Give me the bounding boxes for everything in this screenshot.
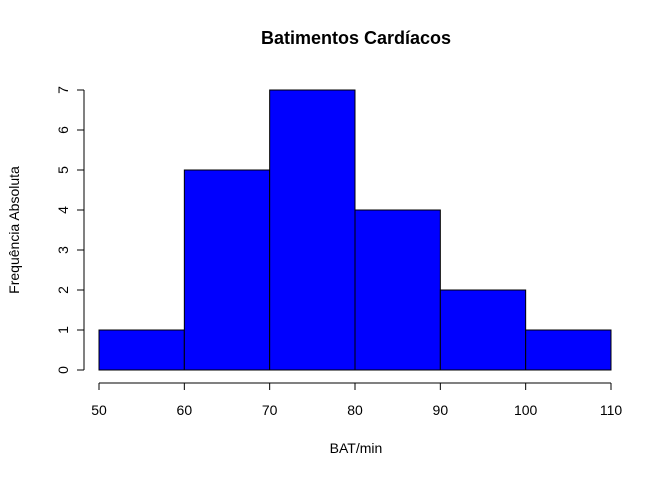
bars-group: [98, 89, 612, 371]
y-tick-label: 6: [55, 126, 71, 134]
x-tick-label: 90: [433, 402, 449, 418]
x-tick-label: 110: [600, 402, 623, 418]
y-tick-label: 4: [55, 206, 71, 214]
x-tick-label: 70: [262, 402, 278, 418]
chart-title: Batimentos Cardíacos: [260, 28, 452, 48]
x-tick-label: 80: [347, 402, 363, 418]
y-tick-label: 2: [55, 286, 71, 294]
y-tick-label: 5: [55, 166, 71, 174]
bar-60-70: [183, 169, 271, 371]
x-axis: 50 60 70 80 90 100 110: [91, 382, 623, 418]
y-tick-label: 1: [55, 326, 71, 334]
y-axis: 0 1 2 3 4 5 6 7: [55, 86, 85, 374]
x-tick-label: 100: [514, 402, 538, 418]
x-tick-label: 60: [177, 402, 193, 418]
y-tick-label: 7: [55, 86, 71, 94]
bar-90-100: [439, 289, 527, 371]
bar-70-80: [269, 89, 356, 371]
x-axis-label: BAT/min: [329, 440, 383, 456]
bar-50-60: [98, 329, 185, 371]
x-tick-label: 50: [91, 402, 107, 418]
bar-80-90: [354, 209, 441, 371]
bar-100-110: [525, 329, 612, 371]
y-tick-label: 0: [55, 366, 71, 374]
y-tick-label: 3: [55, 246, 71, 254]
y-axis-label: Frequência Absoluta: [6, 166, 22, 294]
